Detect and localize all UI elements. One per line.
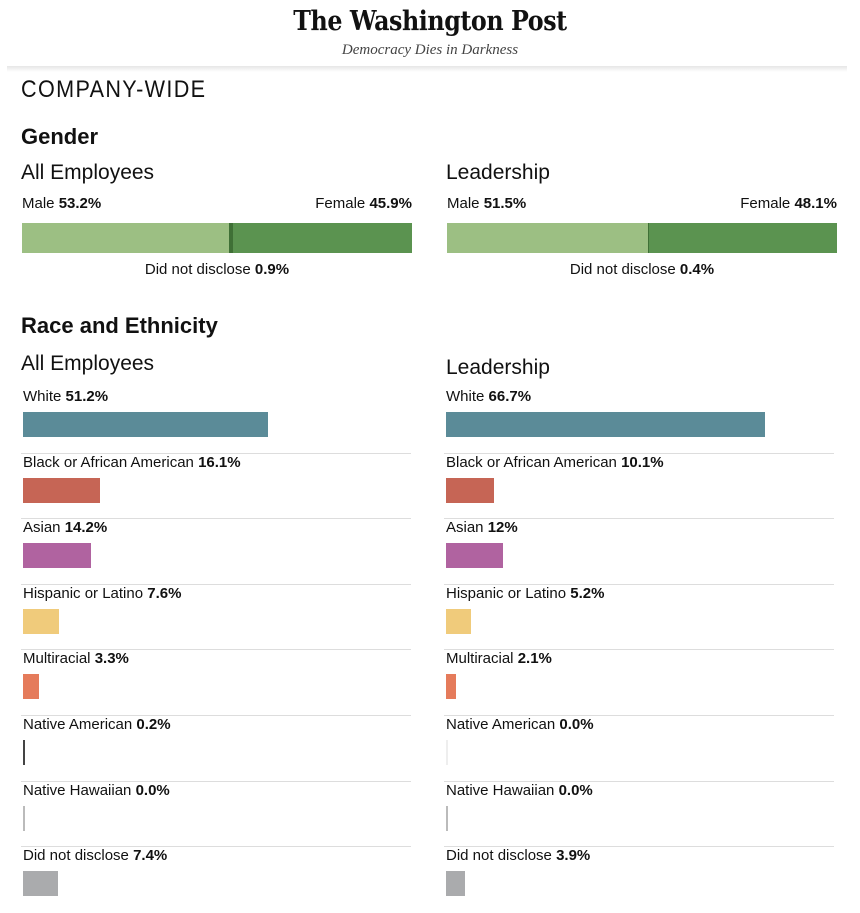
female-label: Female 45.9% <box>315 195 412 212</box>
race-row: Native Hawaiian 0.0% <box>444 782 834 848</box>
category-label: Did not disclose 3.9% <box>446 847 591 865</box>
category-label: Did not disclose 7.4% <box>23 847 168 865</box>
female-bar <box>649 223 837 253</box>
undisclosed-bar <box>229 223 233 253</box>
bar-native-hawaiian <box>446 805 448 831</box>
race-row: Did not disclose 3.9% <box>444 847 834 913</box>
male-bar <box>22 223 230 253</box>
category-label: Native American 0.2% <box>23 715 171 733</box>
race-all-employees-title: All Employees <box>21 352 155 375</box>
race-row: Asian 12% <box>444 519 834 585</box>
value-label: 51.2% <box>65 388 109 405</box>
category-label: White 66.7% <box>446 388 532 405</box>
value-label: 14.2% <box>64 519 108 537</box>
male-bar <box>447 223 648 253</box>
logo[interactable]: The Washington Post <box>293 6 567 37</box>
value-label: 0.2% <box>136 715 171 733</box>
male-label: Male 51.5% <box>447 195 527 212</box>
category-label: Black or African American 10.1% <box>446 453 664 471</box>
value-label: 12% <box>487 519 518 537</box>
bar-did-not-disclose <box>23 871 59 897</box>
bar-asian <box>446 543 504 569</box>
gender-chart: Male 53.2% Female 45.9% Did not disclose… <box>22 195 412 278</box>
category-label: Multiracial 3.3% <box>23 650 129 668</box>
value-label: 7.6% <box>147 584 182 602</box>
category-label: Hispanic or Latino 5.2% <box>446 584 605 602</box>
race-row: White 51.2% <box>21 388 411 454</box>
value-label: 10.1% <box>621 453 664 471</box>
category-label: White 51.2% <box>23 388 109 405</box>
masthead: The Washington Post Democracy Dies in Da… <box>0 0 860 66</box>
bar-black-or-african-american <box>23 477 100 503</box>
value-label: 7.4% <box>133 847 168 865</box>
undisclosed-bar <box>647 223 650 253</box>
category-label: Asian 14.2% <box>23 519 108 537</box>
bar-white <box>23 412 268 437</box>
header-divider <box>7 66 847 72</box>
race-row: Multiracial 3.3% <box>21 650 411 716</box>
gender-group-title: All Employees <box>21 161 155 184</box>
race-row: Native American 0.2% <box>21 716 411 782</box>
gender-chart: Male 51.5% Female 48.1% Did not disclose… <box>447 195 837 278</box>
race-row: Did not disclose 7.4% <box>21 847 411 913</box>
value-label: 2.1% <box>517 650 552 668</box>
race-row: Native Hawaiian 0.0% <box>21 782 411 848</box>
value-label: 16.1% <box>198 453 241 471</box>
bar-multiracial <box>23 674 39 700</box>
value-label: 0.0% <box>558 781 593 799</box>
bar-asian <box>23 543 91 569</box>
race-row: Black or African American 16.1% <box>21 454 411 520</box>
category-label: Hispanic or Latino 7.6% <box>23 584 182 602</box>
bar-hispanic-or-latino <box>23 608 60 634</box>
bar-white <box>446 412 765 437</box>
value-label: 3.3% <box>94 650 129 668</box>
bar-native-american <box>446 739 448 765</box>
race-row: Multiracial 2.1% <box>444 650 834 716</box>
value-label: 5.2% <box>570 584 605 602</box>
bar-hispanic-or-latino <box>446 608 471 634</box>
bar-multiracial <box>446 674 457 700</box>
bar-native-american <box>23 739 25 765</box>
value-label: 3.9% <box>556 847 591 865</box>
value-label: 0.0% <box>559 715 594 733</box>
section-title: COMPANY-WIDE <box>21 76 207 103</box>
gender-group-title: Leadership <box>446 161 550 184</box>
value-label: 0.0% <box>135 781 170 799</box>
tagline: Democracy Dies in Darkness <box>341 42 519 58</box>
race-row: Asian 14.2% <box>21 519 411 585</box>
female-bar <box>232 223 412 253</box>
male-label: Male 53.2% <box>22 195 102 212</box>
category-label: Asian 12% <box>446 519 518 537</box>
gender-heading: Gender <box>21 124 99 149</box>
race-row: Hispanic or Latino 5.2% <box>444 585 834 651</box>
undisclosed-label: Did not disclose 0.9% <box>144 261 290 278</box>
category-label: Native Hawaiian 0.0% <box>446 781 593 799</box>
race-row: Native American 0.0% <box>444 716 834 782</box>
race-chart-all-employees: White 51.2% Black or African American 16… <box>21 388 411 913</box>
bar-black-or-african-american <box>446 477 495 503</box>
race-row: Hispanic or Latino 7.6% <box>21 585 411 651</box>
category-label: Multiracial 2.1% <box>446 650 552 668</box>
category-label: Black or African American 16.1% <box>23 453 241 471</box>
race-leadership-title: Leadership <box>446 356 550 379</box>
undisclosed-label: Did not disclose 0.4% <box>569 261 715 278</box>
value-label: 66.7% <box>488 388 532 405</box>
category-label: Native American 0.0% <box>446 715 594 733</box>
bar-did-not-disclose <box>446 871 465 897</box>
race-row: White 66.7% <box>444 388 834 454</box>
bar-native-hawaiian <box>23 805 25 831</box>
female-label: Female 48.1% <box>740 195 837 212</box>
race-chart-leadership: White 66.7% Black or African American 10… <box>444 388 834 913</box>
race-heading: Race and Ethnicity <box>21 313 218 338</box>
category-label: Native Hawaiian 0.0% <box>23 781 170 799</box>
race-row: Black or African American 10.1% <box>444 454 834 520</box>
